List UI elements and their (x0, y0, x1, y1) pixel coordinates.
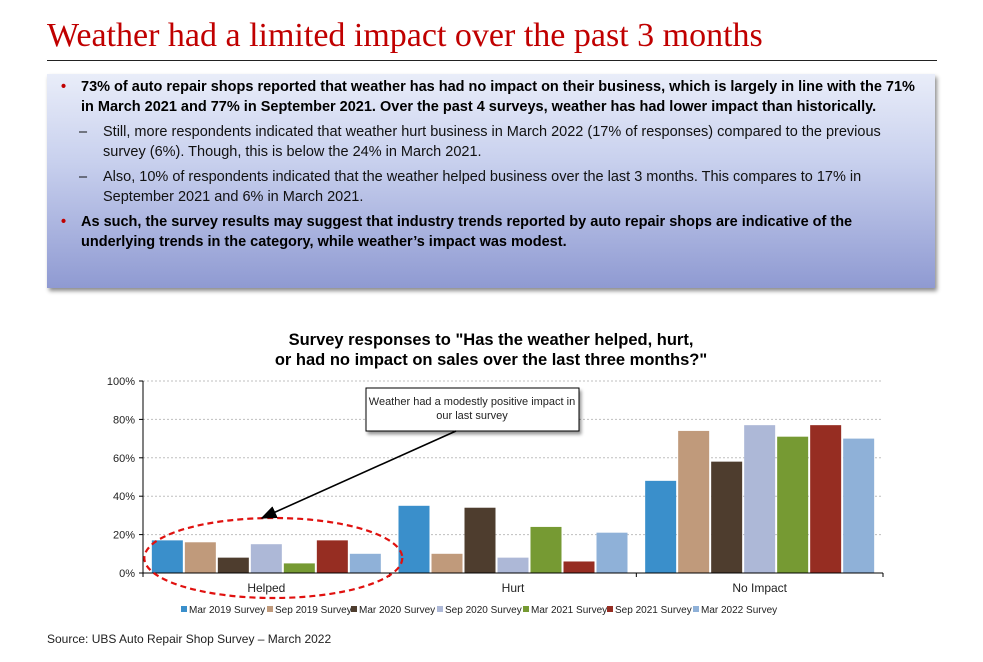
y-tick-label: 100% (107, 376, 135, 388)
bar-no-impact-6 (810, 425, 842, 573)
y-tick-label: 80% (113, 414, 135, 426)
legend-swatch (437, 606, 443, 612)
page-title: Weather had a limited impact over the pa… (47, 17, 763, 54)
x-category-label: No Impact (732, 581, 787, 595)
sub-bullet-text: Still, more respondents indicated that w… (103, 124, 881, 160)
highlight-ellipse (143, 516, 404, 600)
bar-no-impact-5 (777, 436, 809, 573)
survey-bar-chart: Survey responses to "Has the weather hel… (107, 331, 884, 616)
legend-label: Sep 2021 Survey (615, 605, 692, 616)
legend-label: Mar 2019 Survey (189, 605, 265, 616)
annotation-text-line: Weather had a modestly positive impact i… (369, 396, 575, 408)
bar-helped-7 (349, 553, 381, 573)
y-tick-label: 40% (113, 491, 135, 503)
bar-helped-3 (217, 557, 249, 573)
bar-hurt-6 (563, 561, 595, 573)
annotation-box (365, 387, 580, 432)
bar-helped-6 (316, 540, 348, 573)
bar-no-impact-3 (711, 461, 743, 573)
sub-bullet-marker: – (79, 124, 88, 140)
y-tick-label: 0% (119, 568, 135, 580)
legend-label: Mar 2021 Survey (531, 605, 607, 616)
bar-hurt-7 (596, 532, 628, 573)
bar-no-impact-7 (843, 438, 875, 573)
legend-swatch (523, 606, 529, 612)
legend-label: Mar 2020 Survey (359, 605, 435, 616)
chart-title-line: or had no impact on sales over the last … (275, 351, 707, 369)
bar-no-impact-1 (645, 480, 677, 573)
bullet-marker: • (61, 214, 67, 230)
bar-hurt-2 (431, 553, 463, 573)
y-tick-label: 20% (113, 530, 135, 542)
annotation-text-line: our last survey (436, 410, 508, 422)
bullet-text: 73% of auto repair shops reported that w… (81, 79, 915, 115)
sub-bullet-marker: – (79, 169, 88, 185)
legend-swatch (351, 606, 357, 612)
legend-swatch (181, 606, 187, 612)
bar-helped-2 (184, 542, 216, 573)
bar-helped-1 (151, 540, 183, 573)
y-tick-label: 60% (113, 453, 135, 465)
bullet-item: • 73% of auto repair shops reported that… (59, 78, 923, 117)
legend-label: Sep 2019 Survey (275, 605, 352, 616)
bar-hurt-1 (398, 505, 430, 573)
bar-no-impact-2 (678, 430, 710, 573)
sub-bullet-item: – Still, more respondents indicated that… (59, 123, 923, 162)
bar-hurt-5 (530, 526, 562, 573)
bar-helped-5 (283, 563, 315, 573)
annotation-arrow (260, 430, 457, 519)
x-category-label: Helped (247, 581, 285, 595)
legend-swatch (693, 606, 699, 612)
legend-swatch (607, 606, 613, 612)
summary-box: • 73% of auto repair shops reported that… (47, 74, 935, 288)
sub-bullet-item: – Also, 10% of respondents indicated tha… (59, 168, 923, 207)
legend-label: Sep 2020 Survey (445, 605, 522, 616)
bar-helped-4 (250, 544, 282, 573)
x-category-label: Hurt (502, 581, 525, 595)
bullet-item: • As such, the survey results may sugges… (59, 213, 923, 252)
legend-label: Mar 2022 Survey (701, 605, 777, 616)
title-divider (47, 60, 937, 61)
bar-hurt-3 (464, 507, 496, 573)
bullet-text: As such, the survey results may suggest … (81, 214, 853, 250)
legend-swatch (267, 606, 273, 612)
source-note: Source: UBS Auto Repair Shop Survey – Ma… (47, 632, 332, 646)
chart-title-line: Survey responses to "Has the weather hel… (289, 331, 694, 349)
bar-hurt-4 (497, 557, 529, 573)
bullet-marker: • (61, 79, 67, 95)
sub-bullet-text: Also, 10% of respondents indicated that … (103, 169, 862, 205)
bar-no-impact-4 (744, 425, 776, 573)
